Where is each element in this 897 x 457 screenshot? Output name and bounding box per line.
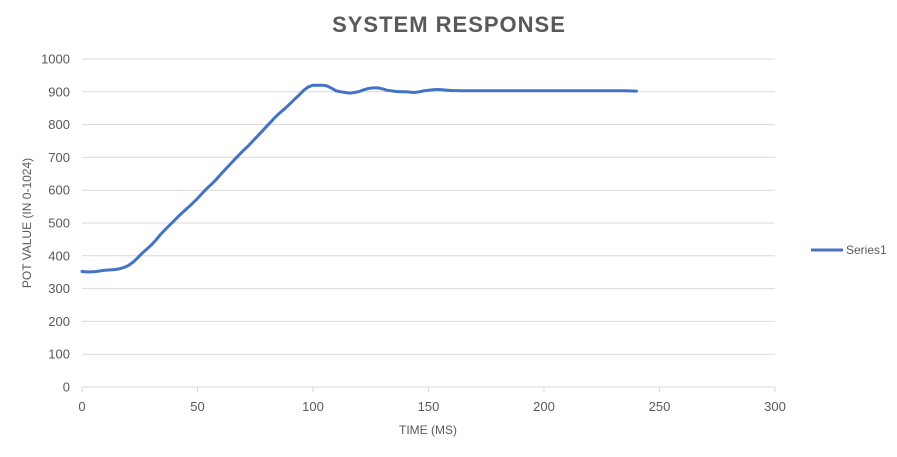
x-tick-label: 150 [418,399,440,414]
y-axis-title: POT VALUE (IN 0-1024) [20,158,34,288]
y-tick-label: 0 [63,380,70,395]
x-tick-label: 200 [533,399,555,414]
y-tick-label: 600 [48,183,70,198]
legend: Series1 [811,243,887,257]
y-tick-label: 100 [48,347,70,362]
x-tick-label: 100 [302,399,324,414]
grid [82,58,775,355]
y-tick-label: 900 [48,84,70,99]
y-tick-label: 1000 [41,52,70,67]
y-tick-label: 700 [48,150,70,165]
x-tick-label: 0 [78,399,85,414]
x-tick-label: 50 [190,399,204,414]
x-tick-label: 250 [649,399,671,414]
y-tick-label: 300 [48,281,70,296]
y-tick-label: 500 [48,216,70,231]
y-tick-label: 200 [48,314,70,329]
y-tick-label: 400 [48,248,70,263]
chart-title: SYSTEM RESPONSE [332,12,566,37]
series-layer [80,83,638,274]
y-tick-label: 800 [48,117,70,132]
x-axis-ticks: 0 50 100 150 200 250 300 [78,399,785,414]
x-axis-title: TIME (MS) [399,423,457,437]
legend-label-series1: Series1 [846,243,887,257]
axes [81,386,776,392]
series-line-1 [80,83,638,274]
y-axis-ticks: 0 100 200 300 400 500 600 700 800 900 1000 [41,52,70,395]
x-tick-label: 300 [764,399,786,414]
